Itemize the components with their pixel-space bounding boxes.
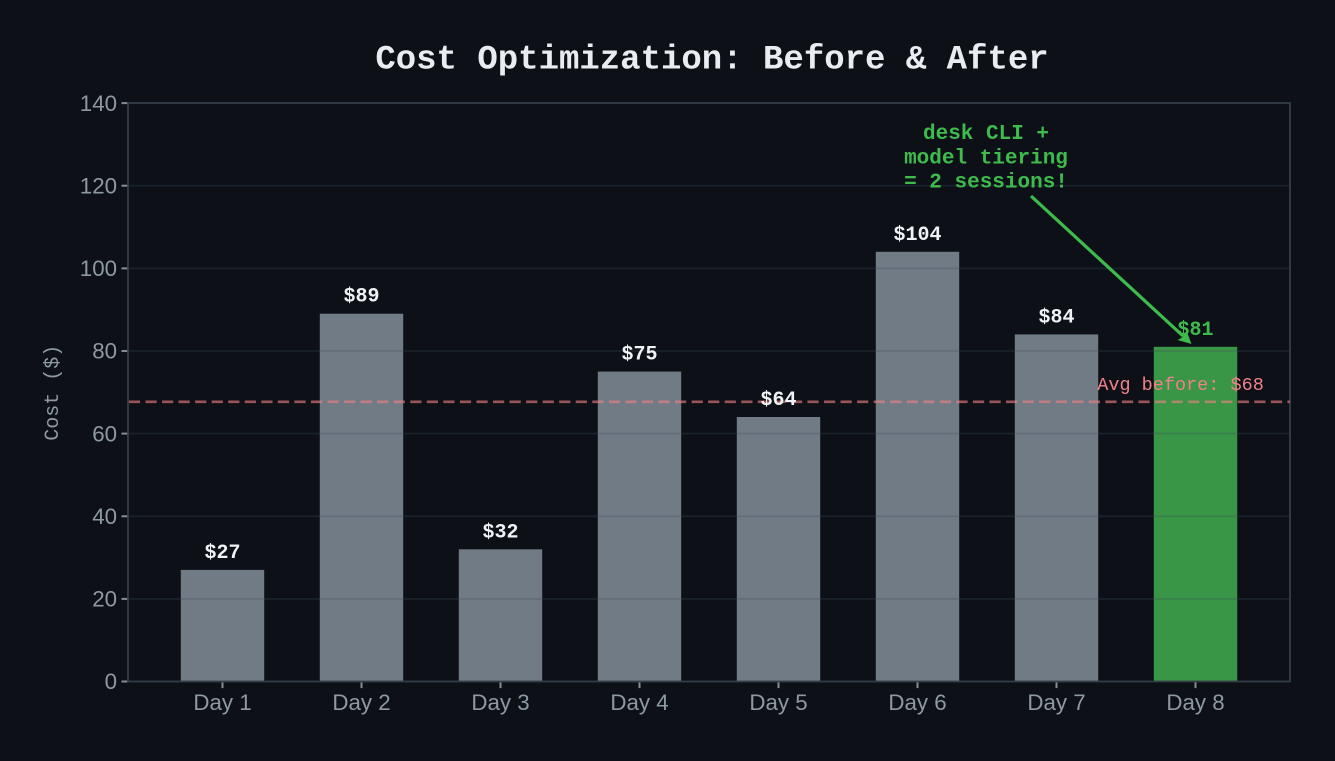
svg-text:$84: $84 bbox=[1038, 306, 1074, 329]
svg-text:$64: $64 bbox=[760, 389, 796, 412]
svg-text:Day 6: Day 6 bbox=[888, 690, 946, 715]
svg-text:$89: $89 bbox=[343, 286, 379, 309]
svg-text:$32: $32 bbox=[482, 521, 518, 544]
svg-text:Cost ($): Cost ($) bbox=[42, 345, 65, 441]
svg-text:desk CLI +: desk CLI + bbox=[923, 123, 1049, 146]
svg-text:$27: $27 bbox=[204, 542, 240, 565]
svg-text:= 2 sessions!: = 2 sessions! bbox=[904, 172, 1068, 195]
svg-text:Day 2: Day 2 bbox=[332, 690, 390, 715]
svg-text:0: 0 bbox=[105, 669, 117, 694]
svg-text:$75: $75 bbox=[621, 344, 657, 367]
svg-text:80: 80 bbox=[92, 339, 117, 364]
svg-text:model tiering: model tiering bbox=[904, 147, 1068, 170]
svg-text:$104: $104 bbox=[893, 224, 941, 247]
svg-text:Day 4: Day 4 bbox=[610, 690, 668, 715]
svg-text:120: 120 bbox=[80, 173, 117, 198]
svg-text:Day 3: Day 3 bbox=[471, 690, 529, 715]
svg-text:20: 20 bbox=[92, 587, 117, 612]
svg-text:Avg before: $68: Avg before: $68 bbox=[1097, 375, 1264, 396]
svg-text:40: 40 bbox=[92, 504, 117, 529]
svg-text:60: 60 bbox=[92, 421, 117, 446]
svg-text:100: 100 bbox=[80, 256, 117, 281]
svg-text:Day 8: Day 8 bbox=[1166, 690, 1224, 715]
svg-text:Day 7: Day 7 bbox=[1027, 690, 1085, 715]
svg-text:140: 140 bbox=[80, 91, 117, 116]
svg-text:Day 5: Day 5 bbox=[749, 690, 807, 715]
svg-text:Day 1: Day 1 bbox=[193, 690, 251, 715]
svg-text:Cost Optimization: Before & Af: Cost Optimization: Before & After bbox=[375, 42, 1048, 80]
